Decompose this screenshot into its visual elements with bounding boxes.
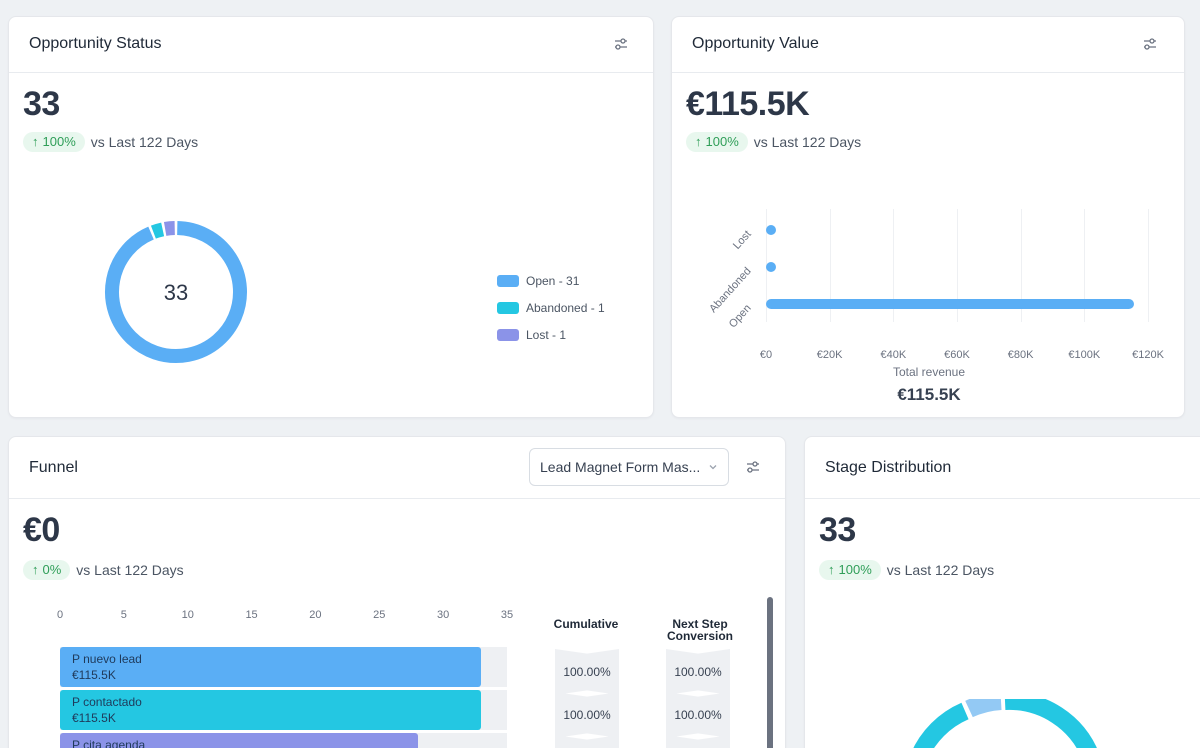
arrow-up-icon: ↑ xyxy=(32,134,39,149)
legend-swatch xyxy=(497,274,519,287)
gridline xyxy=(829,209,831,322)
x-tick-label: 20 xyxy=(309,609,322,621)
funnel-card: Funnel Lead Magnet Form Mas... €0 ↑ 0% vs… xyxy=(8,436,786,748)
funnel-stage-name: P nuevo lead xyxy=(72,652,142,666)
filter-settings-icon[interactable] xyxy=(745,459,761,475)
gridline xyxy=(957,209,958,322)
delta-period-text: vs Last 122 Days xyxy=(76,562,184,578)
opportunity-count-value: 33 xyxy=(23,85,60,123)
x-tick-label: €40K xyxy=(880,349,907,361)
chevron-down-icon xyxy=(709,465,717,470)
card-title: Stage Distribution xyxy=(825,459,952,476)
x-tick-label: 5 xyxy=(120,609,127,621)
value-bar[interactable] xyxy=(766,262,776,272)
next-step-value: 100.00% xyxy=(666,692,730,738)
gridline xyxy=(1020,209,1022,322)
arrow-up-icon: ↑ xyxy=(695,134,702,149)
gridline xyxy=(893,209,895,322)
total-revenue-value: €115.5K xyxy=(897,385,961,404)
gridline xyxy=(1148,209,1149,322)
arrow-up-icon: ↑ xyxy=(828,562,835,577)
x-tick-label: €80K xyxy=(1007,349,1034,361)
card-title: Opportunity Status xyxy=(29,35,162,52)
funnel-stage-name: P contactado xyxy=(72,695,142,709)
filter-settings-icon[interactable] xyxy=(613,36,629,52)
delta-period-text: vs Last 122 Days xyxy=(753,134,862,150)
legend-swatch xyxy=(497,328,519,341)
stage-distribution-card: Stage Distribution 33 ↑ 100% vs Last 122 … xyxy=(804,436,1200,748)
card-header: Opportunity Status xyxy=(9,17,653,73)
cumulative-value xyxy=(555,735,619,748)
cumulative-value: 100.00% xyxy=(555,692,619,738)
pipeline-select-value: Lead Magnet Form Mas... xyxy=(540,459,701,475)
legend-item-open[interactable]: Open - 31 xyxy=(497,267,605,294)
x-tick-label: €20K xyxy=(816,349,843,361)
funnel-stage-bar[interactable]: P contactado €115.5K xyxy=(60,690,482,730)
delta-row: ↑ 100% vs Last 122 Days xyxy=(819,559,994,581)
card-header: Funnel Lead Magnet Form Mas... xyxy=(9,437,785,499)
stage-distribution-value: 33 xyxy=(819,511,856,549)
legend-item-abandoned[interactable]: Abandoned - 1 xyxy=(497,294,605,321)
value-bar[interactable] xyxy=(766,299,1134,309)
funnel-stage-bar[interactable]: P cita agenda xyxy=(60,733,418,748)
funnel-stage-amount: €115.5K xyxy=(72,711,116,725)
cumulative-column-header: Cumulative xyxy=(553,617,619,631)
funnel-scrollbar[interactable] xyxy=(767,597,773,748)
delta-row: ↑ 100% vs Last 122 Days xyxy=(23,131,198,153)
opportunity-value-amount: €115.5K xyxy=(686,85,810,123)
funnel-stage-bar[interactable]: P nuevo lead €115.5K xyxy=(60,647,482,687)
delta-badge: ↑ 0% xyxy=(23,560,71,580)
next-step-column-header: Next Step Conversion xyxy=(666,617,733,643)
donut-segment[interactable] xyxy=(105,221,247,363)
x-tick-label: 15 xyxy=(245,609,258,621)
donut-segment[interactable] xyxy=(163,221,175,236)
total-revenue-label: Total revenue xyxy=(892,365,966,379)
card-header: Stage Distribution xyxy=(805,437,1200,499)
donut-segment xyxy=(913,702,969,748)
filter-settings-icon[interactable] xyxy=(1142,36,1158,52)
funnel-stage-name: P cita agenda xyxy=(72,738,146,748)
next-step-value xyxy=(666,735,730,748)
card-header: Opportunity Value xyxy=(672,17,1184,73)
x-tick-label: 25 xyxy=(373,609,386,621)
x-tick-label: 30 xyxy=(437,609,450,621)
stage-donut-chart xyxy=(913,699,1097,748)
delta-badge: ↑ 100% xyxy=(686,132,748,152)
legend-swatch xyxy=(497,301,519,314)
opportunity-value-card: Opportunity Value €115.5K ↑ 100% vs Last … xyxy=(671,16,1185,418)
arrow-up-icon: ↑ xyxy=(32,562,39,577)
legend-item-lost[interactable]: Lost - 1 xyxy=(497,321,605,348)
gridline xyxy=(1084,209,1086,322)
x-tick-label: 0 xyxy=(56,609,64,621)
funnel-stage-amount: €115.5K xyxy=(72,668,116,682)
x-tick-label: €0 xyxy=(759,349,773,361)
x-tick-label: €100K xyxy=(1068,349,1101,361)
status-donut-chart: 33 xyxy=(105,221,247,363)
delta-period-text: vs Last 122 Days xyxy=(886,562,995,578)
delta-badge: ↑ 100% xyxy=(819,560,881,580)
delta-badge: ↑ 100% xyxy=(23,132,85,152)
value-bar[interactable] xyxy=(766,225,776,235)
status-legend: Open - 31 Abandoned - 1 Lost - 1 xyxy=(497,267,605,348)
x-tick-label: 35 xyxy=(500,609,514,621)
x-tick-label: €120K xyxy=(1132,349,1164,361)
cumulative-value: 100.00% xyxy=(555,649,619,695)
funnel-value: €0 xyxy=(23,511,60,549)
next-step-value: 100.00% xyxy=(666,649,730,695)
x-tick-label: €60K xyxy=(944,349,970,361)
card-title: Funnel xyxy=(29,459,78,476)
card-title: Opportunity Value xyxy=(692,35,819,52)
donut-center-value: 33 xyxy=(164,280,188,305)
x-tick-label: 10 xyxy=(181,609,194,621)
opportunity-status-card: Opportunity Status 33 ↑ 100% vs Last 122 … xyxy=(8,16,654,418)
delta-period-text: vs Last 122 Days xyxy=(90,134,199,150)
pipeline-select[interactable]: Lead Magnet Form Mas... xyxy=(529,448,729,486)
delta-row: ↑ 100% vs Last 122 Days xyxy=(686,131,861,153)
donut-segment xyxy=(965,699,1002,718)
delta-row: ↑ 0% vs Last 122 Days xyxy=(23,559,184,581)
donut-segment xyxy=(1004,699,1097,748)
donut-segment[interactable] xyxy=(150,222,165,239)
opportunity-value-bar-chart: €0 €20K €40K €60K €80K €100K €120K Lost Abandone… xyxy=(672,177,1184,377)
